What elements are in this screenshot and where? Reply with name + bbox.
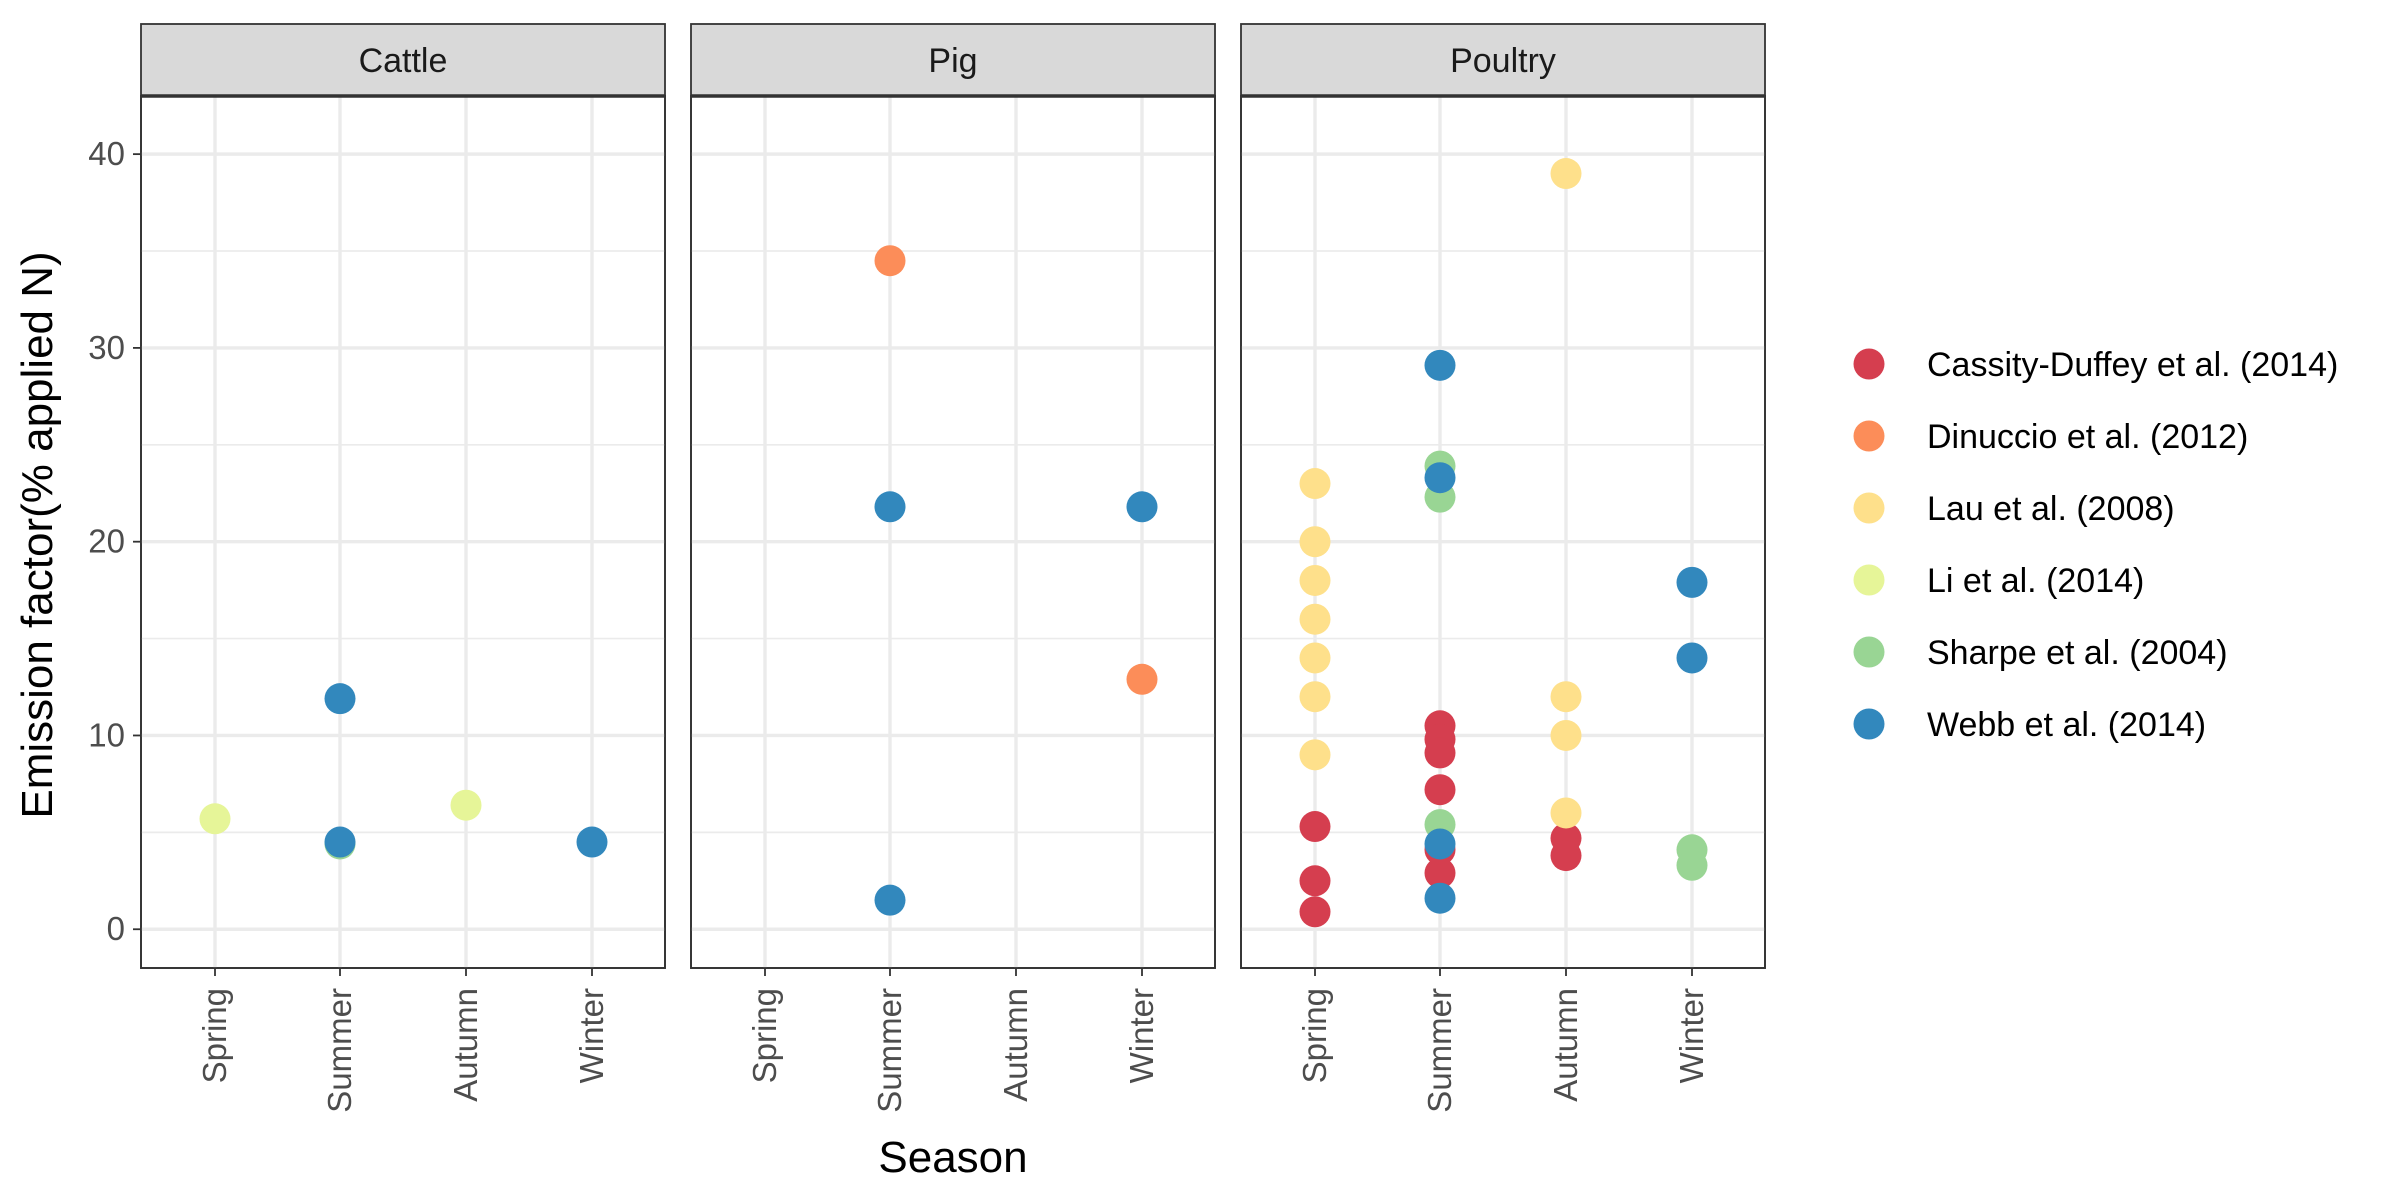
point-dinuccio-et-al-2012 [1126, 663, 1158, 695]
point-webb-et-al-2014 [1424, 828, 1456, 860]
legend-label: Lau et al. (2008) [1927, 490, 2175, 528]
point-lau-et-al-2008 [1299, 526, 1331, 558]
legend-label: Webb et al. (2014) [1927, 706, 2206, 744]
point-cassity-duffey-et-al-2014 [1424, 774, 1456, 806]
legend-item-cassity-duffey-et-al-2014: Cassity-Duffey et al. (2014) [1853, 346, 2338, 384]
x-tick-label: Autumn [447, 988, 484, 1102]
point-cassity-duffey-et-al-2014 [1299, 865, 1331, 897]
legend-label: Dinuccio et al. (2012) [1927, 418, 2248, 456]
point-webb-et-al-2014 [874, 884, 906, 916]
point-webb-et-al-2014 [1676, 642, 1708, 674]
point-li-et-al-2014 [199, 803, 231, 835]
point-webb-et-al-2014 [1424, 462, 1456, 494]
y-tick-label: 10 [88, 716, 125, 753]
point-lau-et-al-2008 [1299, 564, 1331, 596]
strip-label: Cattle [359, 42, 448, 80]
point-cassity-duffey-et-al-2014 [1299, 896, 1331, 928]
legend-key [1853, 708, 1885, 740]
point-lau-et-al-2008 [1299, 468, 1331, 500]
point-webb-et-al-2014 [1676, 566, 1708, 598]
panel-background [690, 95, 1216, 969]
point-dinuccio-et-al-2012 [874, 245, 906, 277]
panel-cattle: Cattle Spring Summer Autumn Winter [140, 23, 666, 1113]
panel-poultry: Poultry Spring Summer Autumn Winter [1240, 23, 1766, 1113]
strip-header [1240, 23, 1766, 97]
point-lau-et-al-2008 [1299, 681, 1331, 713]
facet-panels: Cattle Spring Summer Autumn Winter Pig Spring S… [88, 23, 1766, 1113]
point-cassity-duffey-et-al-2014 [1299, 811, 1331, 843]
point-lau-et-al-2008 [1299, 739, 1331, 771]
x-tick-label: Summer [871, 988, 908, 1113]
point-li-et-al-2014 [450, 789, 482, 821]
point-lau-et-al-2008 [1299, 603, 1331, 635]
y-axis-title: Emission factor(% applied N) [13, 251, 62, 818]
strip-label: Pig [928, 42, 977, 80]
legend-item-li-et-al-2014: Li et al. (2014) [1853, 562, 2144, 600]
x-tick-label: Winter [1123, 988, 1160, 1083]
y-tick-label: 40 [88, 135, 125, 172]
panel-pig: Pig Spring Summer Autumn Winter [690, 23, 1216, 1113]
point-webb-et-al-2014 [324, 826, 356, 858]
legend-item-sharpe-et-al-2004: Sharpe et al. (2004) [1853, 634, 2228, 672]
x-tick-label: Winter [573, 988, 610, 1083]
point-cassity-duffey-et-al-2014 [1424, 857, 1456, 889]
point-lau-et-al-2008 [1550, 719, 1582, 751]
point-lau-et-al-2008 [1550, 797, 1582, 829]
point-lau-et-al-2008 [1550, 158, 1582, 190]
legend-key [1853, 636, 1885, 668]
x-tick-label: Summer [1421, 988, 1458, 1113]
point-webb-et-al-2014 [874, 491, 906, 523]
point-lau-et-al-2008 [1550, 681, 1582, 713]
legend-key [1853, 564, 1885, 596]
x-axis-title: Season [878, 1133, 1027, 1182]
y-axis: 0 10 20 30 40 [88, 135, 141, 947]
y-tick-label: 30 [88, 329, 125, 366]
point-sharpe-et-al-2004 [1676, 849, 1708, 881]
point-webb-et-al-2014 [1424, 882, 1456, 914]
x-tick-label: Summer [321, 988, 358, 1113]
legend-item-webb-et-al-2014: Webb et al. (2014) [1853, 706, 2206, 744]
y-tick-label: 20 [88, 523, 125, 560]
legend-label: Sharpe et al. (2004) [1927, 634, 2228, 672]
legend-key [1853, 420, 1885, 452]
point-lau-et-al-2008 [1299, 642, 1331, 674]
legend-item-lau-et-al-2008: Lau et al. (2008) [1853, 490, 2175, 528]
strip-header [690, 23, 1216, 97]
point-webb-et-al-2014 [576, 826, 608, 858]
x-tick-label: Autumn [997, 988, 1034, 1102]
legend-item-dinuccio-et-al-2012: Dinuccio et al. (2012) [1853, 418, 2248, 456]
point-webb-et-al-2014 [1424, 349, 1456, 381]
point-webb-et-al-2014 [324, 683, 356, 715]
y-tick-label: 0 [107, 910, 125, 947]
legend: Cassity-Duffey et al. (2014) Dinuccio et … [1853, 346, 2338, 744]
legend-key [1853, 348, 1885, 380]
x-tick-label: Winter [1673, 988, 1710, 1083]
x-tick-label: Autumn [1547, 988, 1584, 1102]
point-webb-et-al-2014 [1126, 491, 1158, 523]
x-tick-label: Spring [1296, 988, 1333, 1083]
x-tick-label: Spring [746, 988, 783, 1083]
legend-label: Cassity-Duffey et al. (2014) [1927, 346, 2338, 384]
x-tick-label: Spring [196, 988, 233, 1083]
legend-key [1853, 492, 1885, 524]
strip-label: Poultry [1450, 42, 1556, 80]
point-cassity-duffey-et-al-2014 [1424, 737, 1456, 769]
point-cassity-duffey-et-al-2014 [1550, 840, 1582, 872]
legend-label: Li et al. (2014) [1927, 562, 2144, 600]
